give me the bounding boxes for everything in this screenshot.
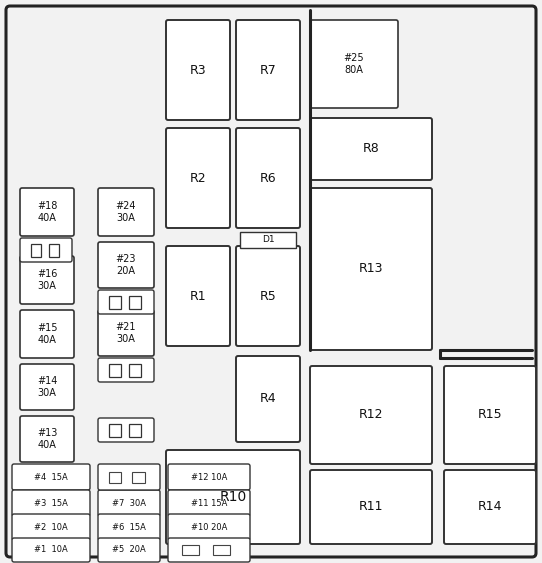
Text: D1: D1 — [262, 235, 274, 244]
Text: R3: R3 — [190, 64, 207, 77]
Text: R1: R1 — [190, 289, 207, 302]
Text: R11: R11 — [359, 501, 383, 513]
Text: R13: R13 — [359, 262, 383, 275]
Bar — [129, 296, 140, 309]
FancyBboxPatch shape — [98, 358, 154, 382]
FancyBboxPatch shape — [236, 356, 300, 442]
FancyBboxPatch shape — [98, 242, 154, 288]
FancyBboxPatch shape — [166, 128, 230, 228]
Text: #7  30A: #7 30A — [112, 498, 146, 507]
Text: #24
30A: #24 30A — [116, 201, 136, 223]
FancyBboxPatch shape — [166, 246, 230, 346]
Text: #21
30A: #21 30A — [116, 322, 136, 344]
Text: #25
80A: #25 80A — [344, 53, 364, 75]
Bar — [109, 471, 121, 482]
Bar — [31, 244, 41, 257]
FancyBboxPatch shape — [20, 238, 72, 262]
Text: R8: R8 — [363, 142, 379, 155]
FancyBboxPatch shape — [168, 514, 250, 540]
FancyBboxPatch shape — [98, 310, 154, 356]
Text: #4  15A: #4 15A — [34, 472, 68, 481]
FancyBboxPatch shape — [168, 490, 250, 516]
Text: #6  15A: #6 15A — [112, 522, 146, 531]
FancyBboxPatch shape — [444, 470, 536, 544]
Bar — [213, 545, 230, 555]
FancyBboxPatch shape — [6, 6, 536, 557]
Text: #14
30A: #14 30A — [37, 376, 57, 398]
Bar — [109, 364, 121, 377]
FancyBboxPatch shape — [98, 538, 160, 562]
FancyBboxPatch shape — [98, 514, 160, 540]
Text: #10 20A: #10 20A — [191, 522, 227, 531]
Text: #3  15A: #3 15A — [34, 498, 68, 507]
Bar — [109, 296, 121, 309]
FancyBboxPatch shape — [166, 20, 230, 120]
Text: #23
20A: #23 20A — [116, 254, 136, 276]
Bar — [132, 471, 145, 482]
Bar — [49, 244, 60, 257]
FancyBboxPatch shape — [236, 246, 300, 346]
FancyBboxPatch shape — [444, 366, 536, 464]
Text: #15
40A: #15 40A — [37, 323, 57, 345]
FancyBboxPatch shape — [12, 514, 90, 540]
FancyBboxPatch shape — [20, 416, 74, 462]
FancyBboxPatch shape — [12, 464, 90, 490]
FancyBboxPatch shape — [98, 290, 154, 314]
FancyBboxPatch shape — [310, 366, 432, 464]
Text: R4: R4 — [260, 392, 276, 405]
FancyBboxPatch shape — [310, 118, 432, 180]
Bar — [240, 232, 296, 248]
Text: R12: R12 — [359, 409, 383, 422]
Text: #18
40A: #18 40A — [37, 201, 57, 223]
FancyBboxPatch shape — [310, 470, 432, 544]
FancyBboxPatch shape — [310, 20, 398, 108]
FancyBboxPatch shape — [98, 418, 154, 442]
FancyBboxPatch shape — [168, 464, 250, 490]
Text: #16
30A: #16 30A — [37, 269, 57, 291]
FancyBboxPatch shape — [20, 256, 74, 304]
Text: #1  10A: #1 10A — [34, 546, 68, 555]
FancyBboxPatch shape — [20, 364, 74, 410]
FancyBboxPatch shape — [98, 490, 160, 516]
Text: R7: R7 — [260, 64, 276, 77]
Text: R6: R6 — [260, 172, 276, 185]
Text: #13
40A: #13 40A — [37, 428, 57, 450]
FancyBboxPatch shape — [20, 188, 74, 236]
FancyBboxPatch shape — [166, 450, 300, 544]
FancyBboxPatch shape — [12, 490, 90, 516]
Text: #11 15A: #11 15A — [191, 498, 227, 507]
Text: R14: R14 — [478, 501, 502, 513]
FancyBboxPatch shape — [20, 310, 74, 358]
Text: R5: R5 — [260, 289, 276, 302]
Text: R2: R2 — [190, 172, 207, 185]
FancyBboxPatch shape — [12, 538, 90, 562]
FancyBboxPatch shape — [236, 128, 300, 228]
FancyBboxPatch shape — [168, 538, 250, 562]
Text: #5  20A: #5 20A — [112, 546, 146, 555]
Bar — [109, 423, 121, 436]
FancyBboxPatch shape — [98, 188, 154, 236]
FancyBboxPatch shape — [310, 188, 432, 350]
FancyBboxPatch shape — [236, 20, 300, 120]
Text: #12 10A: #12 10A — [191, 472, 227, 481]
Bar — [182, 545, 199, 555]
Bar — [129, 423, 140, 436]
Text: #2  10A: #2 10A — [34, 522, 68, 531]
FancyBboxPatch shape — [98, 464, 160, 490]
Bar — [129, 364, 140, 377]
Text: R15: R15 — [478, 409, 502, 422]
Text: R10: R10 — [220, 490, 247, 504]
